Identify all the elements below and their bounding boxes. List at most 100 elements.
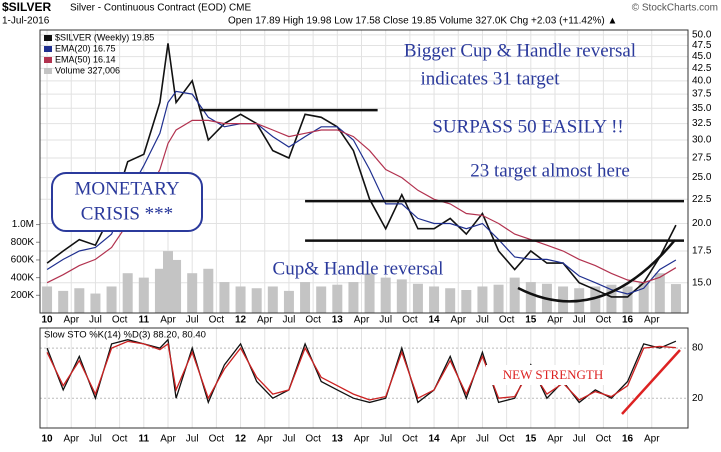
x-tick-label: Oct — [499, 434, 515, 445]
volume-bar — [622, 286, 633, 313]
volume-bar — [203, 268, 214, 313]
volume-bar — [300, 282, 311, 313]
x-tick-label: Jul — [89, 434, 102, 445]
annotation: NEW STRENGTH — [503, 367, 604, 382]
y-tick-label: 50.0 — [692, 30, 712, 41]
x-tick-label: Jul — [476, 315, 489, 326]
x-tick-label: Apr — [160, 315, 176, 326]
volume-bar — [461, 290, 472, 313]
y2-tick-label: 200K — [11, 290, 35, 301]
x-tick-label: 12 — [235, 434, 247, 445]
legend-entry: EMA(20) 16.75 — [55, 43, 116, 53]
x-tick-label: 10 — [42, 315, 54, 326]
x-tick-label: Jul — [379, 315, 392, 326]
instrument-name: Silver - Continuous Contract (EOD) CME — [70, 3, 251, 14]
y-tick-label: 20.0 — [692, 218, 712, 229]
x-tick-label: Apr — [257, 434, 273, 445]
x-tick-label: Jul — [476, 434, 489, 445]
legend-entry: $SILVER (Weekly) 19.85 — [55, 32, 154, 42]
x-tick-label: Jul — [186, 434, 199, 445]
x-tick-label: Jul — [573, 434, 586, 445]
x-tick-label: Apr — [547, 315, 563, 326]
volume-bar — [138, 277, 149, 313]
x-tick-label: 15 — [525, 434, 537, 445]
x-tick-label: 11 — [139, 315, 150, 326]
ticker: $SILVER — [2, 0, 51, 14]
legend-swatch — [44, 57, 52, 63]
volume-bar — [122, 273, 133, 313]
x-tick-label: Apr — [354, 315, 370, 326]
y-tick-label: 15.0 — [692, 277, 712, 288]
volume-bar — [58, 290, 69, 313]
annotation: indicates 31 target — [421, 68, 561, 89]
x-tick-label: Oct — [402, 434, 418, 445]
volume-bar — [219, 282, 230, 313]
price-panel-frame — [39, 29, 689, 314]
x-tick-label: 14 — [429, 434, 441, 445]
volume-bar — [412, 283, 423, 313]
x-tick-label: 10 — [42, 434, 54, 445]
stoch-line — [46, 340, 676, 401]
x-tick-label: Oct — [112, 434, 128, 445]
y-tick-label: 80 — [692, 343, 704, 354]
callout-box — [51, 172, 203, 232]
y2-tick-label: 1.0M — [12, 219, 34, 230]
x-tick-label: Jul — [89, 315, 102, 326]
x-tick-label: Oct — [499, 315, 515, 326]
x-tick-label: 16 — [622, 315, 634, 326]
x-tick-label: Apr — [450, 434, 466, 445]
volume-bar — [445, 288, 456, 313]
volume-bar — [267, 286, 278, 313]
x-tick-label: Jul — [573, 315, 586, 326]
volume-bar — [606, 284, 617, 313]
stoch-title: Slow STO %K(14) %D(3) 88.20, 80.40 — [44, 330, 206, 341]
y-tick-label: 25.0 — [692, 172, 712, 183]
quote: Open 17.89 High 19.98 Low 17.58 Close 19… — [228, 16, 617, 27]
volume-bar — [670, 284, 681, 313]
y-tick-label: 30.0 — [692, 135, 712, 146]
y-tick-label: 32.5 — [692, 118, 712, 129]
volume-bar — [154, 268, 165, 313]
y2-tick-label: 600K — [11, 255, 35, 266]
x-tick-label: Apr — [354, 434, 370, 445]
volume-bar — [364, 273, 375, 313]
date: 1-Jul-2016 — [2, 16, 50, 27]
x-tick-label: Apr — [160, 434, 176, 445]
x-tick-label: Oct — [305, 315, 321, 326]
volume-bar — [42, 286, 53, 313]
volume-bar — [380, 277, 391, 313]
volume-bar — [235, 286, 246, 313]
annotation: CRISIS *** — [81, 203, 173, 224]
volume-bar — [396, 279, 407, 313]
x-tick-label: Oct — [402, 315, 418, 326]
y-tick-label: 42.5 — [692, 63, 712, 74]
x-tick-label: Apr — [644, 434, 660, 445]
y-tick-label: 20 — [692, 393, 704, 404]
x-tick-label: Jul — [283, 434, 296, 445]
x-tick-label: 15 — [525, 315, 537, 326]
cup-arc — [517, 239, 676, 303]
x-tick-label: Apr — [63, 434, 79, 445]
label-box — [486, 365, 620, 385]
volume-bar — [590, 286, 601, 313]
y-tick-label: 47.5 — [692, 40, 712, 51]
annotation: MONETARY — [74, 178, 179, 199]
x-tick-label: 13 — [332, 315, 344, 326]
x-tick-label: Jul — [186, 315, 199, 326]
legend-swatch — [44, 68, 52, 74]
y-tick-label: 17.5 — [692, 246, 712, 257]
x-tick-label: 16 — [622, 434, 634, 445]
annotation: SURPASS 50 EASILY !! — [432, 116, 623, 137]
x-tick-label: 11 — [139, 434, 150, 445]
legend-swatch — [44, 46, 52, 52]
annotation: 23 target almost here — [470, 160, 630, 181]
x-tick-label: Apr — [257, 315, 273, 326]
x-tick-label: Apr — [63, 315, 79, 326]
x-tick-label: Apr — [450, 315, 466, 326]
volume-bar — [163, 251, 173, 313]
volume-bar — [90, 293, 101, 313]
y-tick-label: 45.0 — [692, 51, 712, 62]
volume-bar — [251, 288, 262, 313]
x-tick-label: Oct — [209, 315, 225, 326]
